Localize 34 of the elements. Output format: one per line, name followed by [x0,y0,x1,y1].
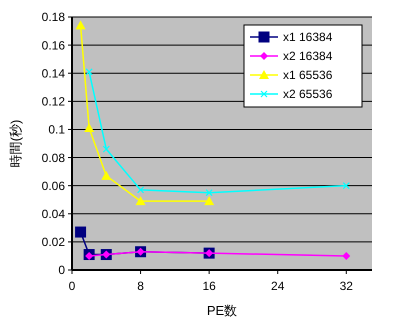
y-tick-label: 0.08 [42,150,66,165]
x-axis-title: PE数 [206,303,238,318]
legend-label: x1 16384 [283,30,333,44]
point [342,252,350,260]
point [102,146,110,153]
point [342,182,350,190]
x-tick-label: 0 [68,279,76,293]
y-tick-label: 0.1 [48,122,66,137]
y-tick-label: 0.04 [42,206,66,221]
y-tick-label: 0.16 [42,38,66,52]
point [86,68,93,76]
point [75,226,86,238]
y-tick-label: 0 [58,263,66,278]
point [204,196,214,206]
y-axis-title: 時間(秒) [8,120,23,168]
x-tick-label: 16 [202,279,216,293]
point [84,123,94,132]
x-tick-label: 32 [340,279,354,293]
y-tick-label: 0.02 [42,235,66,250]
y-tick-label: 0.12 [42,94,66,109]
y-tick-label: 0.06 [42,178,66,193]
point [136,186,144,194]
x-tick-label: 8 [137,279,144,293]
legend-label: x1 65536 [283,68,333,82]
point [206,189,213,196]
legend-label: x2 65536 [283,87,333,102]
point [85,252,94,260]
y-tick-label: 0.14 [42,66,66,80]
x-tick-label: 24 [271,279,285,293]
point [101,170,112,180]
point [136,196,146,206]
y-tick-label: 0.18 [42,10,66,24]
point [76,20,86,30]
legend-label: x2 16384 [283,49,333,64]
